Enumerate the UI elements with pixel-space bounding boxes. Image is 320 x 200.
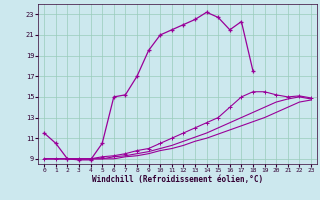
X-axis label: Windchill (Refroidissement éolien,°C): Windchill (Refroidissement éolien,°C) (92, 175, 263, 184)
